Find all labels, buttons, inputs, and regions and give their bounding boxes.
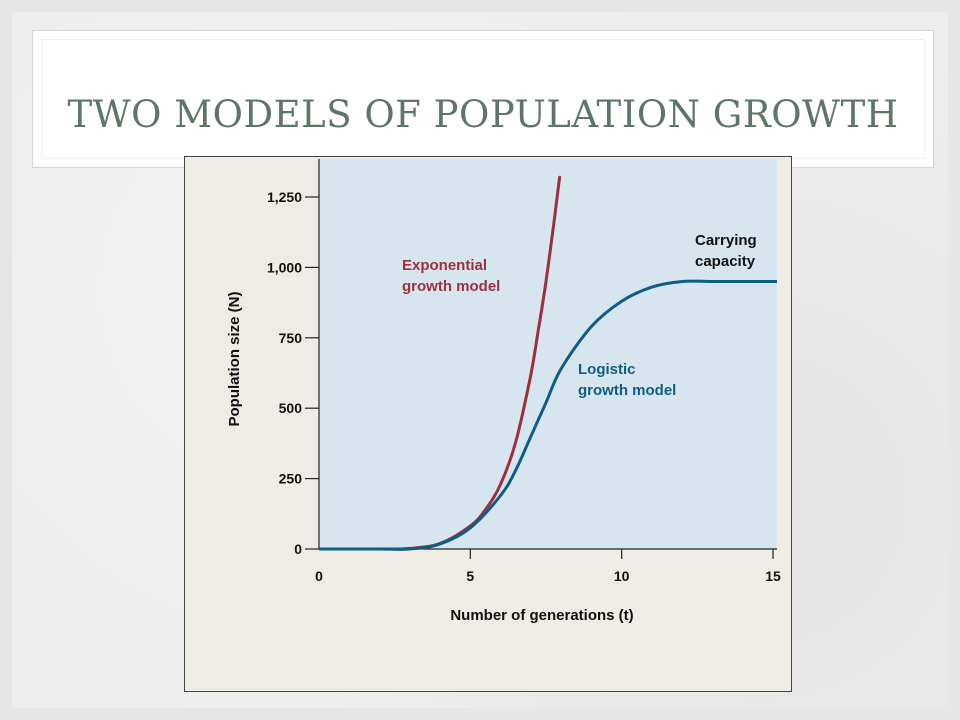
y-tick-label: 750 bbox=[279, 330, 303, 346]
plot-area bbox=[319, 159, 777, 549]
x-axis-title: Number of generations (t) bbox=[450, 607, 633, 624]
population-growth-chart: 0 250 500 750 1,000 1,250 0 5 10 15 Number of gene… bbox=[226, 159, 781, 624]
exponential-series-label-line: Exponential bbox=[402, 257, 487, 274]
y-tick-label: 0 bbox=[294, 541, 302, 557]
carrying-capacity-label-line: Carrying bbox=[695, 232, 757, 249]
carrying-capacity-label: Carrying capacity bbox=[695, 232, 757, 270]
x-tick-label: 15 bbox=[765, 568, 781, 584]
logistic-series-label-line: Logistic bbox=[578, 361, 636, 378]
carrying-capacity-label-line: capacity bbox=[695, 253, 756, 270]
x-tick-label: 10 bbox=[614, 568, 630, 584]
exponential-series-label-line: growth model bbox=[402, 278, 500, 295]
y-axis-title: Population size (N) bbox=[226, 291, 243, 426]
y-tick-label: 500 bbox=[279, 400, 303, 416]
logistic-series-label: Logistic growth model bbox=[578, 361, 676, 399]
y-tick-label: 1,000 bbox=[267, 259, 302, 275]
title-box: TWO MODELS OF POPULATION GROWTH Copyrigh… bbox=[32, 30, 934, 168]
logistic-curve bbox=[319, 279, 777, 551]
y-tick-label: 1,250 bbox=[267, 189, 302, 205]
slide-title: TWO MODELS OF POPULATION GROWTH bbox=[67, 93, 899, 136]
chart-figure: 0 250 500 750 1,000 1,250 0 5 10 15 Number of gene… bbox=[184, 156, 792, 692]
y-tick-label: 250 bbox=[279, 471, 303, 487]
exponential-series-label: Exponential growth model bbox=[402, 257, 500, 295]
x-tick-label: 5 bbox=[466, 568, 474, 584]
logistic-series-label-line: growth model bbox=[578, 382, 676, 399]
x-tick-label: 0 bbox=[315, 568, 323, 584]
